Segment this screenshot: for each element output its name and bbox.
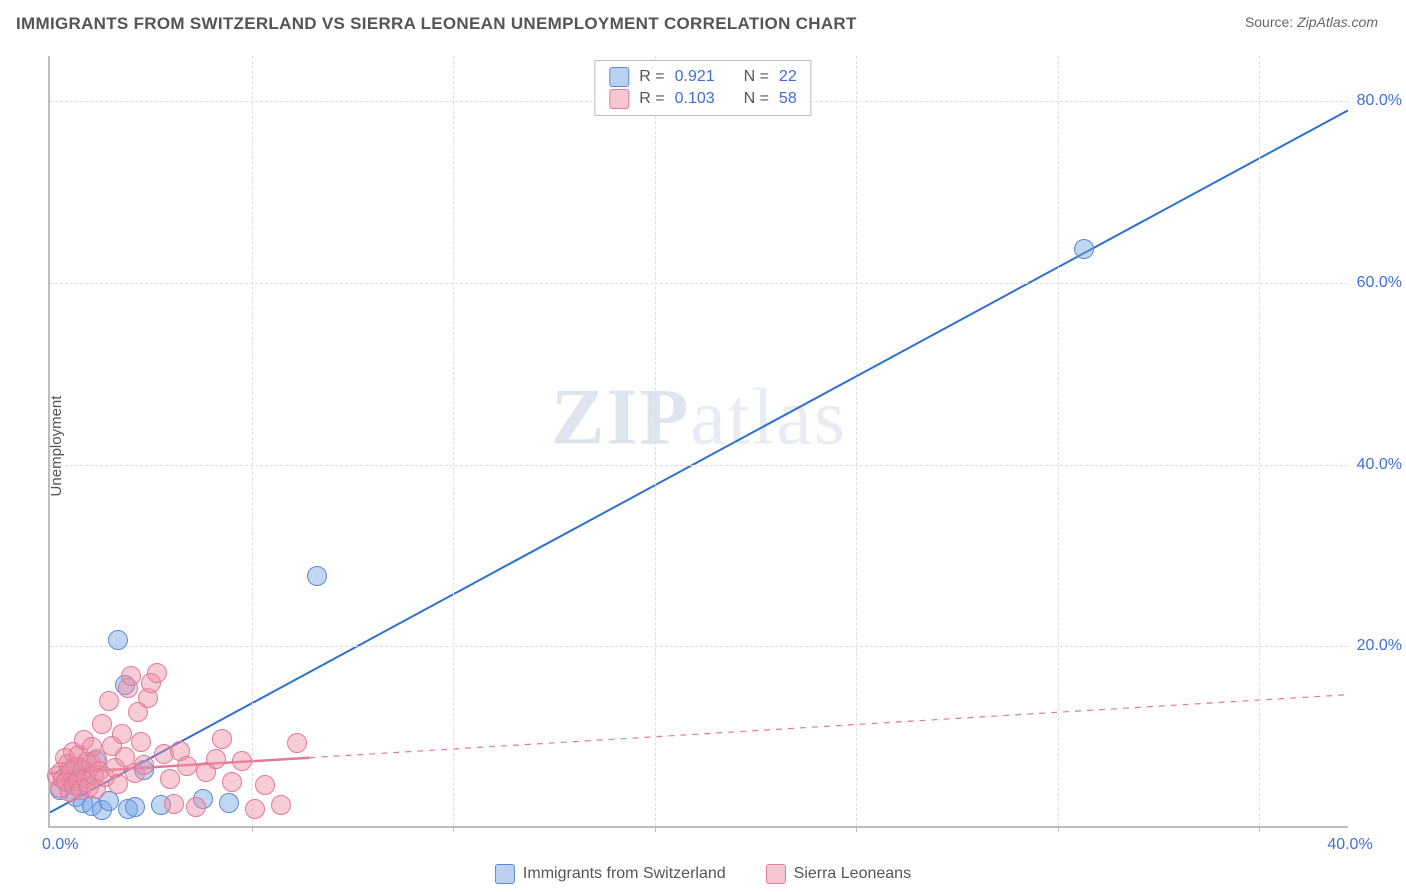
watermark-rest: atlas: [690, 373, 847, 461]
ytick-label: 60.0%: [1357, 274, 1402, 292]
source-label: Source:: [1245, 14, 1293, 30]
data-point-s2: [134, 755, 154, 775]
r-label: R =: [639, 90, 664, 108]
gridline-v: [856, 56, 857, 826]
data-point-s2: [287, 733, 307, 753]
swatch-s2-icon: [609, 89, 629, 109]
xtick-mark: [856, 826, 857, 832]
gridline-h: [50, 283, 1348, 284]
xtick-label: 40.0%: [1327, 836, 1372, 854]
data-point-s2: [232, 751, 252, 771]
xtick-mark: [655, 826, 656, 832]
data-point-s1: [125, 797, 145, 817]
n-label: N =: [744, 68, 769, 86]
legend-stats-row-s1: R = 0.921 N = 22: [609, 66, 796, 88]
r-label: R =: [639, 68, 664, 86]
data-point-s2: [99, 691, 119, 711]
legend-stats: R = 0.921 N = 22 R = 0.103 N = 58: [594, 60, 811, 116]
n-value-s1: 22: [779, 68, 797, 86]
data-point-s2: [255, 775, 275, 795]
r-value-s1: 0.921: [675, 68, 715, 86]
data-point-s2: [92, 714, 112, 734]
data-point-s2: [245, 799, 265, 819]
gridline-h: [50, 465, 1348, 466]
chart-title: IMMIGRANTS FROM SWITZERLAND VS SIERRA LE…: [16, 14, 857, 34]
data-point-s2: [222, 772, 242, 792]
n-value-s2: 58: [779, 90, 797, 108]
gridline-h: [50, 646, 1348, 647]
data-point-s2: [131, 732, 151, 752]
data-point-s2: [186, 797, 206, 817]
data-point-s2: [271, 795, 291, 815]
source-attribution: Source: ZipAtlas.com: [1245, 14, 1378, 30]
xtick-mark: [1058, 826, 1059, 832]
legend-series: Immigrants from Switzerland Sierra Leone…: [495, 864, 911, 884]
data-point-s1: [1074, 239, 1094, 259]
swatch-s1-icon: [495, 864, 515, 884]
data-point-s2: [147, 663, 167, 683]
data-point-s2: [112, 724, 132, 744]
data-point-s2: [177, 756, 197, 776]
legend-item-s2: Sierra Leoneans: [766, 864, 911, 884]
data-point-s2: [212, 729, 232, 749]
swatch-s1-icon: [609, 67, 629, 87]
watermark: ZIPatlas: [551, 372, 847, 463]
data-point-s1: [108, 630, 128, 650]
xtick-mark: [1259, 826, 1260, 832]
xtick-mark: [252, 826, 253, 832]
ytick-label: 20.0%: [1357, 637, 1402, 655]
trendline-s2-dashed: [310, 695, 1348, 758]
trend-lines-layer: [50, 56, 1348, 826]
n-label: N =: [744, 90, 769, 108]
gridline-v: [1259, 56, 1260, 826]
gridline-v: [655, 56, 656, 826]
data-point-s2: [160, 769, 180, 789]
data-point-s1: [307, 566, 327, 586]
data-point-s2: [206, 749, 226, 769]
gridline-v: [453, 56, 454, 826]
data-point-s2: [164, 794, 184, 814]
xtick-mark: [453, 826, 454, 832]
gridline-v: [1058, 56, 1059, 826]
r-value-s2: 0.103: [675, 90, 715, 108]
gridline-v: [252, 56, 253, 826]
xtick-label: 0.0%: [42, 836, 78, 854]
plot-area: ZIPatlas 20.0%40.0%60.0%80.0%0.0%40.0%: [48, 56, 1348, 828]
legend-label-s1: Immigrants from Switzerland: [523, 865, 726, 883]
watermark-bold: ZIP: [551, 373, 690, 461]
source-value: ZipAtlas.com: [1297, 14, 1378, 30]
legend-item-s1: Immigrants from Switzerland: [495, 864, 726, 884]
data-point-s2: [121, 666, 141, 686]
legend-label-s2: Sierra Leoneans: [794, 865, 911, 883]
swatch-s2-icon: [766, 864, 786, 884]
data-point-s1: [219, 793, 239, 813]
legend-stats-row-s2: R = 0.103 N = 58: [609, 88, 796, 110]
trendline-s1: [50, 110, 1348, 812]
ytick-label: 80.0%: [1357, 92, 1402, 110]
ytick-label: 40.0%: [1357, 456, 1402, 474]
